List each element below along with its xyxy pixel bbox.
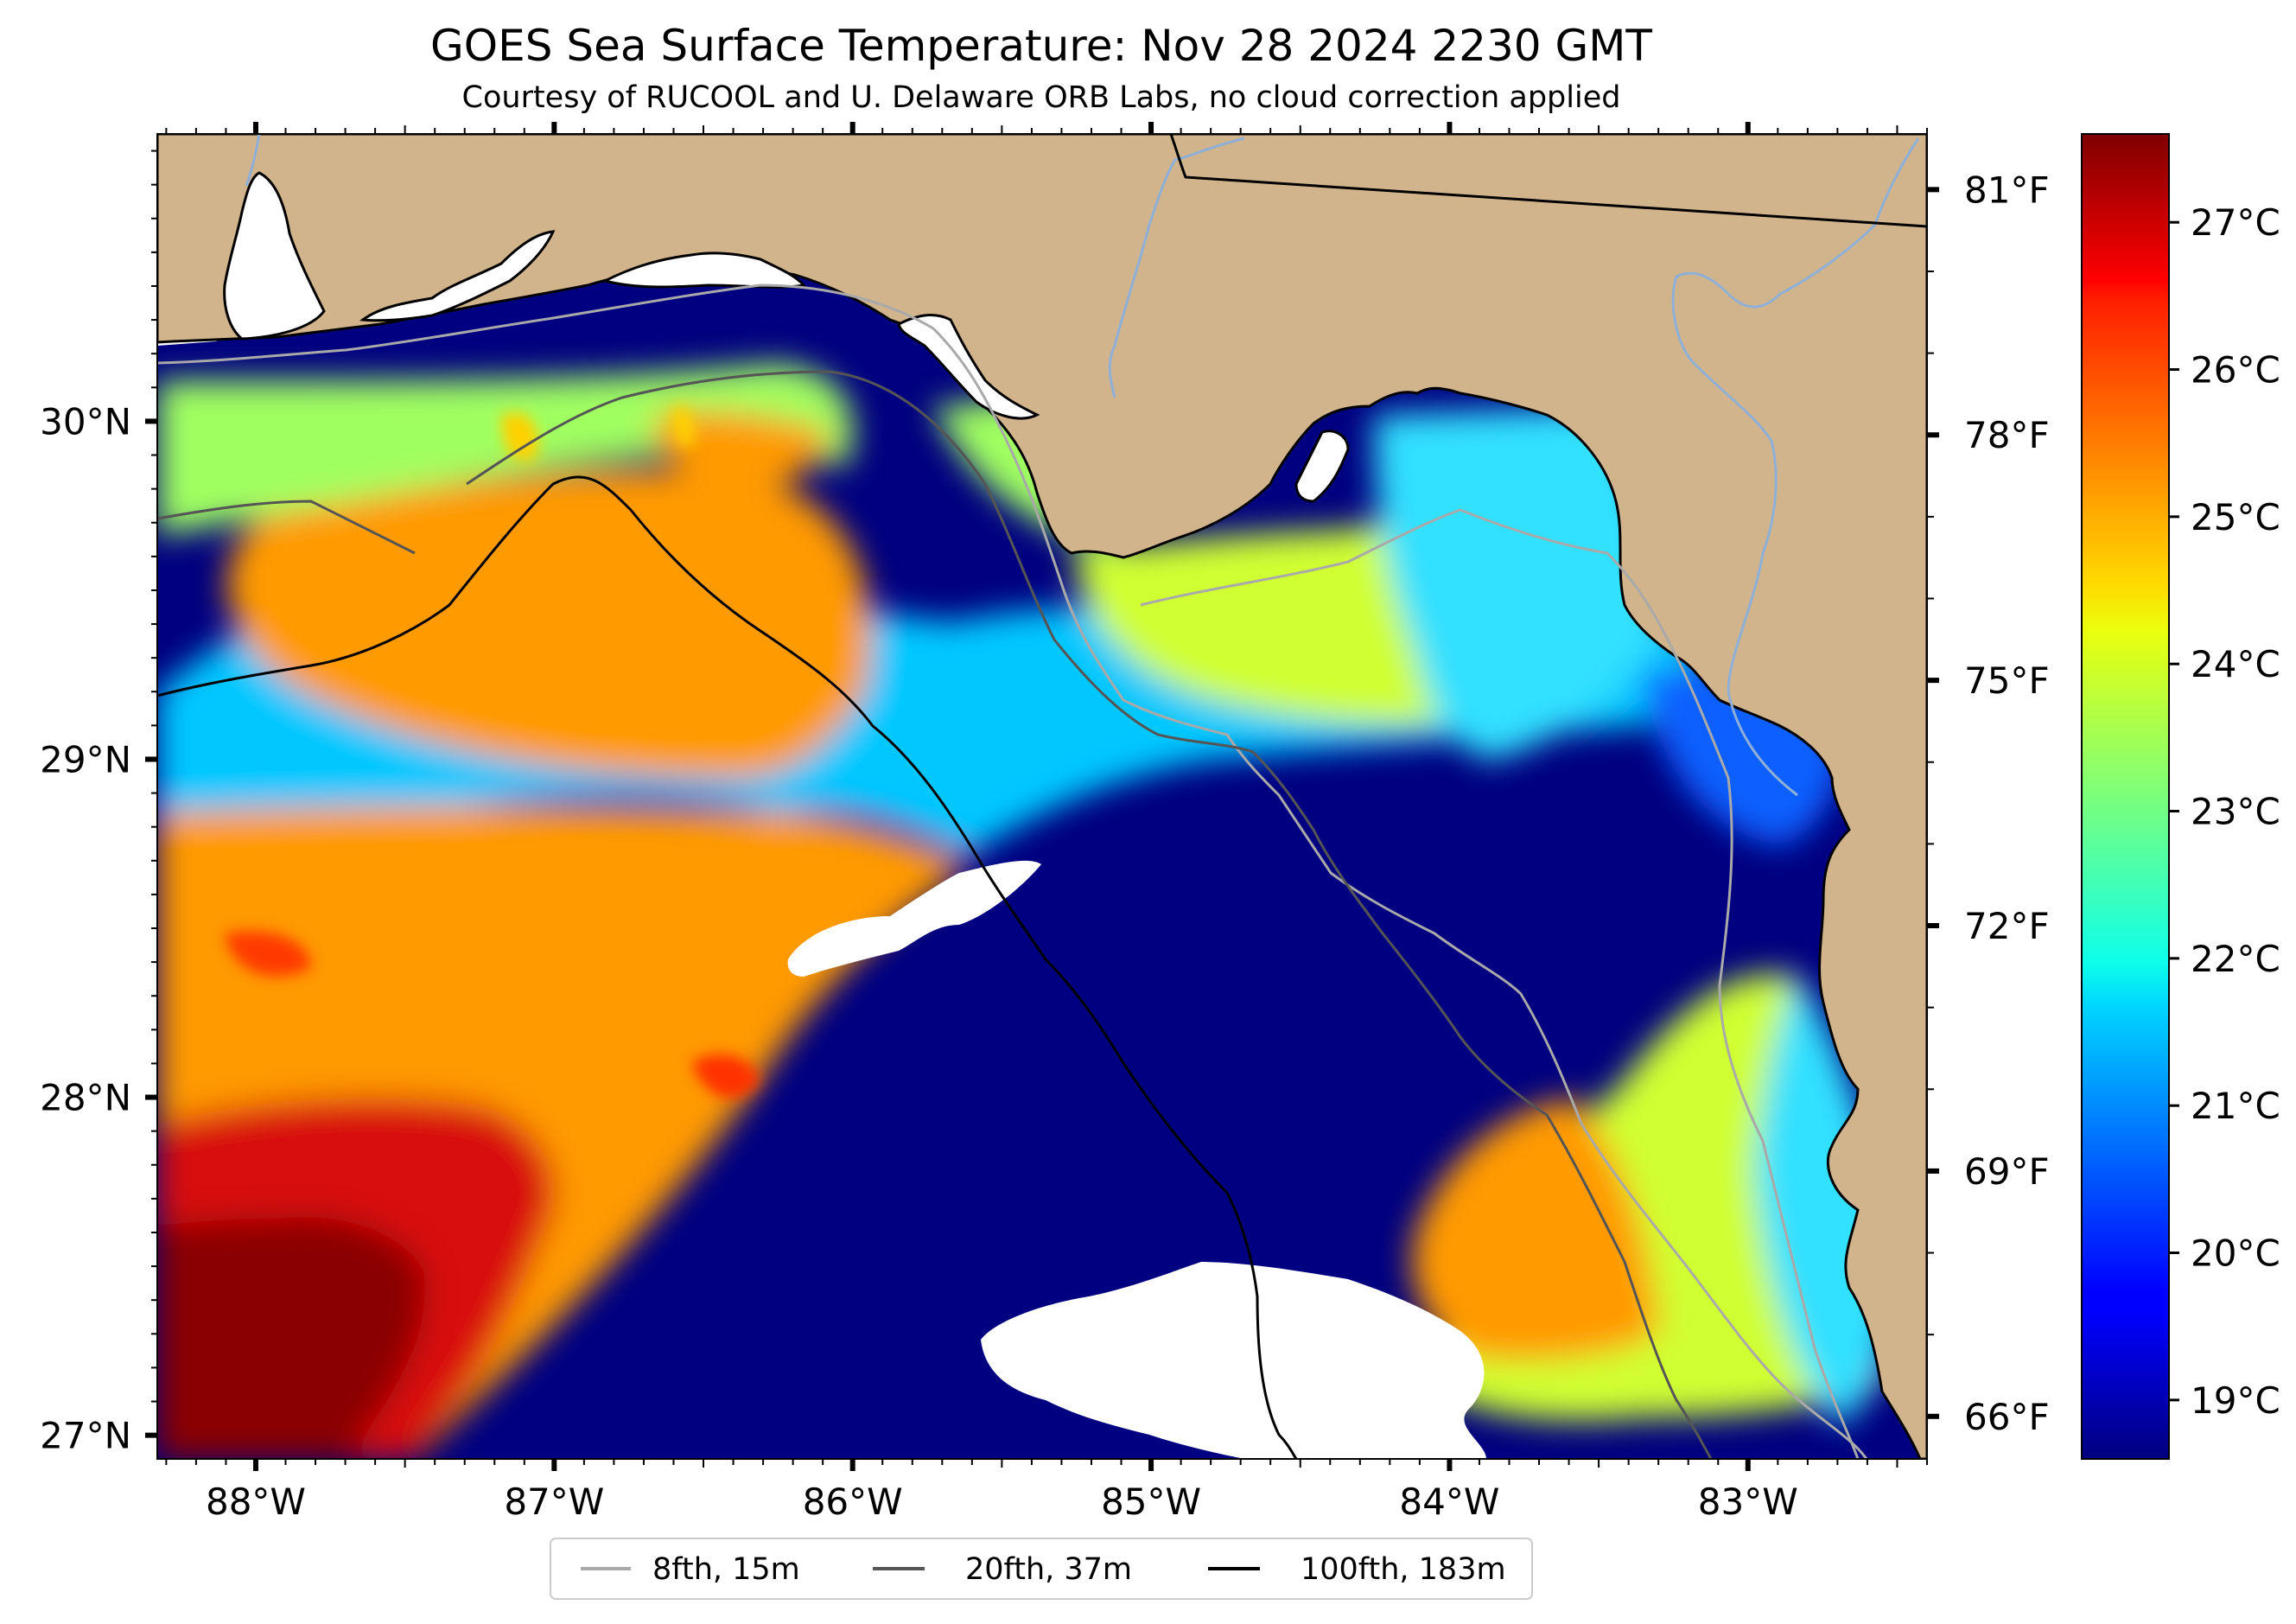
x-tick-label: 84°W	[1399, 1481, 1499, 1523]
c-tick-label: 19°C	[2191, 1379, 2280, 1422]
c-tick-label: 22°C	[2191, 938, 2280, 980]
x-tick-label: 88°W	[206, 1481, 306, 1523]
rivers	[245, 134, 1920, 797]
y-axis-left: 30°N 29°N 28°N 27°N	[40, 150, 157, 1457]
f-tick-label: 66°F	[1964, 1396, 2050, 1438]
c-tick-label: 25°C	[2191, 496, 2280, 538]
c-tick-label: 24°C	[2191, 643, 2280, 685]
y-tick-label: 27°N	[40, 1415, 131, 1457]
f-tick-label: 72°F	[1964, 905, 2050, 947]
c-tick-label: 23°C	[2191, 791, 2280, 833]
isobath-20fth	[157, 370, 1713, 1459]
isobath-8fth	[157, 283, 1868, 1459]
legend-frame	[550, 1538, 1533, 1600]
isobath-100fth	[157, 475, 1298, 1459]
sst-field-detail	[225, 405, 760, 1099]
coastal-bays	[223, 171, 1350, 503]
figure-subtitle: Courtesy of RUCOOL and U. Delaware ORB L…	[462, 80, 1621, 115]
colorbar-axis: 27°C 26°C 25°C 24°C 23°C 22°C 21°C 20°C 19°C	[2169, 201, 2280, 1422]
x-tick-label: 87°W	[504, 1481, 604, 1523]
legend: 8fth, 15m 20fth, 37m 100fth, 183m	[550, 1538, 1533, 1600]
f-tick-label: 78°F	[1964, 414, 2050, 456]
sst-field-warm	[157, 363, 1901, 1459]
x-axis: 88°W 87°W 86°W 85°W 84°W 83°W	[165, 122, 1928, 1523]
y-tick-label: 29°N	[40, 738, 131, 780]
map-frame	[156, 133, 1928, 1460]
c-tick-label: 21°C	[2191, 1085, 2280, 1127]
c-tick-label: 26°C	[2191, 349, 2280, 392]
legend-label-8fth: 8fth, 15m	[652, 1552, 800, 1587]
legend-entry-100fth: 100fth, 183m	[1208, 1552, 1506, 1587]
y-tick-label: 30°N	[40, 400, 131, 443]
c-tick-label: 20°C	[2191, 1232, 2280, 1275]
state-boundary	[1169, 134, 1927, 228]
f-tick-label: 69°F	[1964, 1150, 2050, 1193]
map-panel	[157, 134, 1927, 1459]
f-tick-label: 81°F	[1964, 169, 2050, 211]
c-tick-label: 27°C	[2191, 201, 2280, 244]
x-tick-label: 85°W	[1101, 1481, 1201, 1523]
y-axis-right: 81°F 78°F 75°F 72°F 69°F 66°F	[1927, 169, 2050, 1438]
legend-entry-20fth: 20fth, 37m	[873, 1552, 1132, 1587]
figure-title: GOES Sea Surface Temperature: Nov 28 202…	[430, 21, 1652, 71]
legend-label-100fth: 100fth, 183m	[1301, 1552, 1506, 1587]
x-tick-label: 86°W	[803, 1481, 903, 1523]
colorbar	[2081, 133, 2170, 1460]
legend-label-20fth: 20fth, 37m	[965, 1552, 1132, 1587]
legend-entry-8fth: 8fth, 15m	[581, 1552, 800, 1587]
f-tick-label: 75°F	[1964, 659, 2050, 702]
y-tick-label: 28°N	[40, 1077, 131, 1119]
x-tick-label: 83°W	[1698, 1481, 1798, 1523]
